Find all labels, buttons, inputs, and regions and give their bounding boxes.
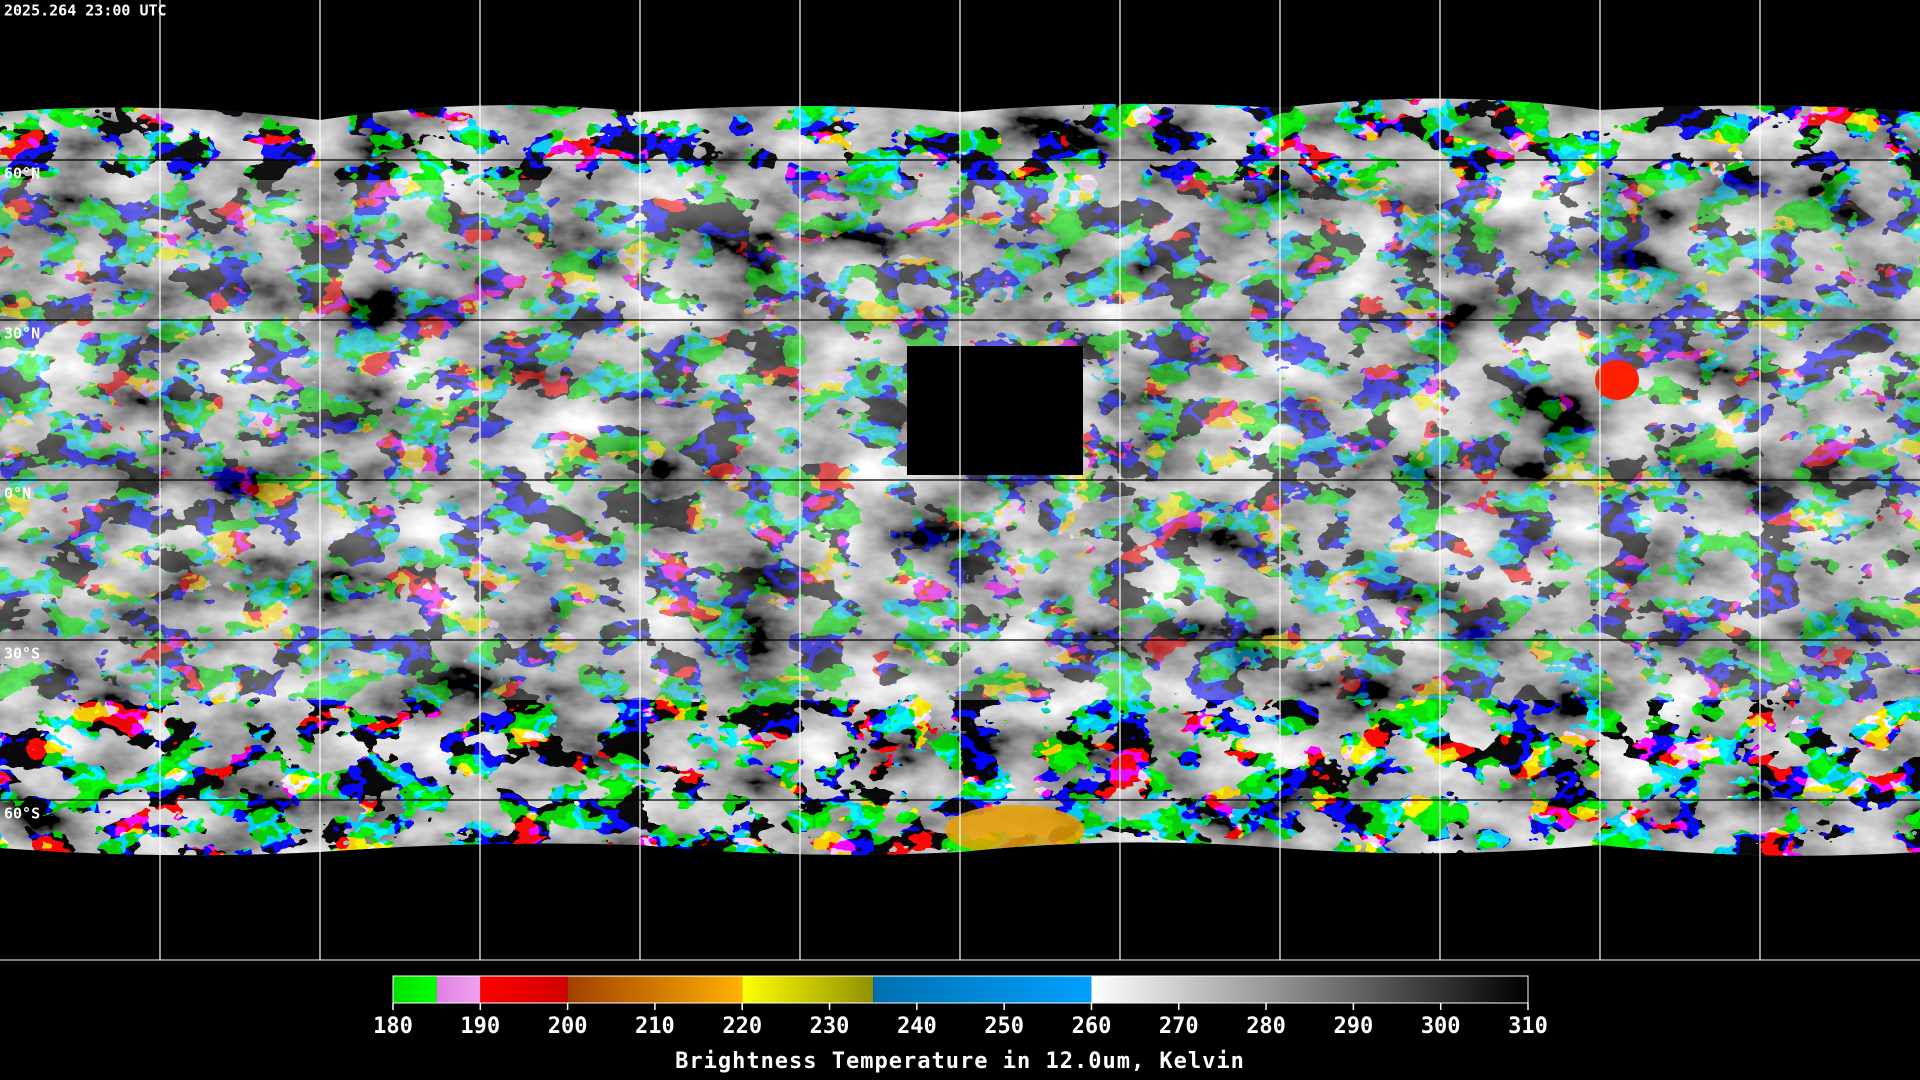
colorbar-segment [436,976,481,1003]
colorbar-frame [392,975,1529,1004]
latitude-label: 0°N [4,485,31,503]
colorbar-tick-label: 300 [1421,1014,1461,1039]
colorbar-segment [480,976,568,1003]
colorbar-segment [567,976,743,1003]
latitude-label: 60°N [4,165,40,183]
colorbar-tick-label: 220 [722,1014,762,1039]
timestamp: 2025.264 23:00 UTC [4,2,167,20]
latitude-grid: 60°N 30°N 0°N 30°S 60°S [0,159,1920,823]
colorbar-tick-label: 200 [548,1014,588,1039]
colorbar-tick-label: 210 [635,1014,675,1039]
colorbar-tick-label: 270 [1159,1014,1199,1039]
colorbar-tick-label: 180 [373,1014,413,1039]
colorbar-tick-label: 310 [1508,1014,1548,1039]
colorbar-segment [393,976,437,1003]
latitude-label: 30°N [4,325,40,343]
colorbar-tick-label: 230 [810,1014,850,1039]
colorbar: 180 190 200 210 220 230 240 250 260 270 280 290 300 3… [373,975,1548,1039]
colorbar-segment [1091,976,1528,1003]
colorbar-tick-label: 250 [984,1014,1024,1039]
latitude-label: 30°S [4,645,40,663]
colorbar-segment [873,976,1092,1003]
latitude-label: 60°S [4,805,40,823]
typhoon-core [1595,360,1639,400]
colorbar-title: Brightness Temperature in 12.0um, Kelvin [675,1049,1245,1074]
missing-data-block [907,346,1083,475]
colorbar-tick-label: 260 [1072,1014,1112,1039]
colorbar-tick-label: 280 [1246,1014,1286,1039]
cold-cloud [945,805,1085,855]
colorbar-tick-label: 290 [1334,1014,1374,1039]
colorbar-segment [742,976,874,1003]
colorbar-tick-label: 190 [460,1014,500,1039]
colorbar-tick-label: 240 [897,1014,937,1039]
